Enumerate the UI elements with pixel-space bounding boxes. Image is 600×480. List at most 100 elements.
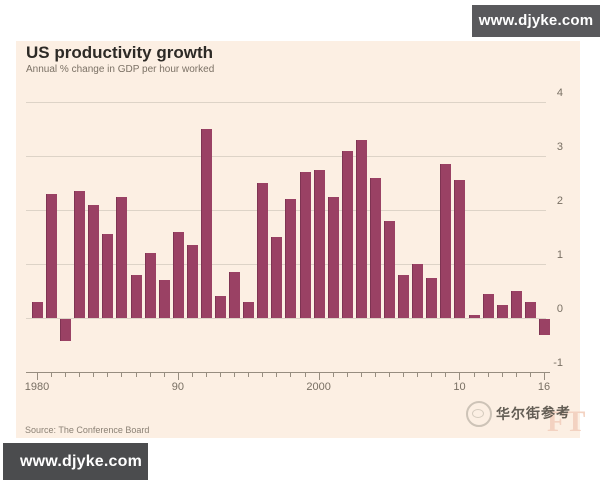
x-axis-tick-2011 [473,373,475,377]
y-axis-label-2: 2 [556,195,563,207]
x-axis-tick-1995 [248,373,250,377]
x-axis-tick-1998 [290,373,292,377]
bar-1980 [32,301,43,318]
chart-subtitle: Annual % change in GDP per hour worked [26,64,215,75]
x-axis-tick-2012 [487,373,489,377]
bar-1994 [229,272,241,318]
bar-2003 [355,139,367,318]
x-axis-tick-2005 [389,373,391,377]
x-axis-tick-2003 [360,373,362,377]
bar-1989 [158,280,170,318]
x-axis-label-1980: 1980 [24,381,50,393]
chart-panel: US productivity growth Annual % change i… [16,41,585,438]
bar-2000 [313,169,325,318]
x-axis-tick-2013 [501,373,503,377]
x-axis-tick-2002 [346,373,348,377]
x-axis-tick-2006 [403,373,405,377]
x-axis-label-10: 10 [453,381,466,393]
x-axis-tick-1987 [135,373,137,377]
bar-2013 [496,304,508,318]
x-axis-tick-1997 [276,373,278,377]
bar-1999 [299,172,311,318]
x-axis-tick-2016 [543,373,545,380]
bar-2007 [412,264,424,318]
x-axis-tick-2001 [332,373,334,377]
bar-1997 [271,237,283,318]
bar-1998 [285,199,297,318]
x-axis-tick-2007 [417,373,419,377]
x-axis-tick-1994 [234,373,236,377]
x-axis-tick-2009 [445,373,447,377]
bar-2008 [426,277,438,318]
y-axis-label-3: 3 [556,141,563,153]
bar-2004 [369,177,381,318]
bar-2006 [398,274,410,318]
bar-1990 [172,231,184,318]
x-axis-tick-2008 [431,373,433,377]
x-axis-tick-2014 [515,373,517,377]
bar-2005 [384,220,396,318]
bar-2014 [510,291,522,318]
x-axis-tick-1996 [262,373,264,377]
bar-1995 [243,301,255,318]
gridline-3 [26,156,546,157]
bar-2010 [454,180,466,318]
x-axis-tick-1986 [121,373,123,377]
bar-1983 [74,191,86,318]
y-axis-label-0: 0 [556,303,563,315]
gridline-0 [26,318,546,319]
bar-1988 [144,253,156,318]
bar-1996 [257,183,269,318]
bar-1984 [88,204,100,318]
bar-2009 [440,164,452,318]
bar-1991 [186,245,198,318]
x-axis-tick-2004 [374,373,376,377]
x-axis-tick-1984 [93,373,95,377]
x-axis-tick-1980 [37,373,38,380]
wallstreet-reference-watermark: 华尔街参考 [495,404,572,422]
bar-1981 [46,193,58,318]
bar-1982 [60,319,72,341]
bar-2016 [538,319,550,336]
x-axis-tick-2010 [459,373,461,380]
gridline-4 [26,102,546,103]
bar-1992 [200,129,212,318]
bar-2011 [468,315,480,318]
x-axis-tick-1992 [205,373,207,377]
watermark-banner-top-right: www.djyke.com [472,5,600,37]
bar-2015 [524,301,536,318]
bar-1986 [116,196,128,318]
y-axis-label-4: 4 [556,87,563,99]
x-axis-line [26,372,550,373]
x-axis-tick-2000 [318,373,320,380]
x-axis-tick-1990 [177,373,179,380]
x-axis-tick-1988 [149,373,151,377]
x-axis-label-2000: 2000 [306,381,331,393]
x-axis-tick-1991 [191,373,193,377]
watermark-banner-bottom-left: www.djyke.com [3,443,148,480]
bar-2002 [341,150,353,318]
x-axis-tick-1989 [163,373,165,377]
x-axis-label-90: 90 [171,381,184,393]
bar-2001 [327,196,339,318]
bar-2012 [482,293,494,318]
bar-1987 [130,274,142,318]
x-axis-label-16: 16 [537,381,551,393]
ft-logo-watermark: FT [547,405,586,438]
y-axis-label-1: 1 [556,249,563,261]
x-axis-tick-1985 [107,373,109,377]
x-axis-tick-1993 [220,373,222,377]
source-note: Source: The Conference Board [25,425,150,435]
plot-area: 4 3 2 1 0 -1 1980 90 2000 10 16 [16,41,580,438]
y-axis-label--1: -1 [553,357,563,369]
x-axis-tick-2015 [529,373,531,377]
chart-title: US productivity growth [26,43,213,62]
x-axis-tick-1983 [79,373,81,377]
bar-1993 [215,296,227,318]
x-axis-tick-1981 [51,373,53,377]
x-axis-tick-1982 [65,373,67,377]
wallstreet-circle-logo-icon [466,401,492,427]
x-axis-tick-1999 [304,373,306,377]
bar-1985 [102,234,114,318]
